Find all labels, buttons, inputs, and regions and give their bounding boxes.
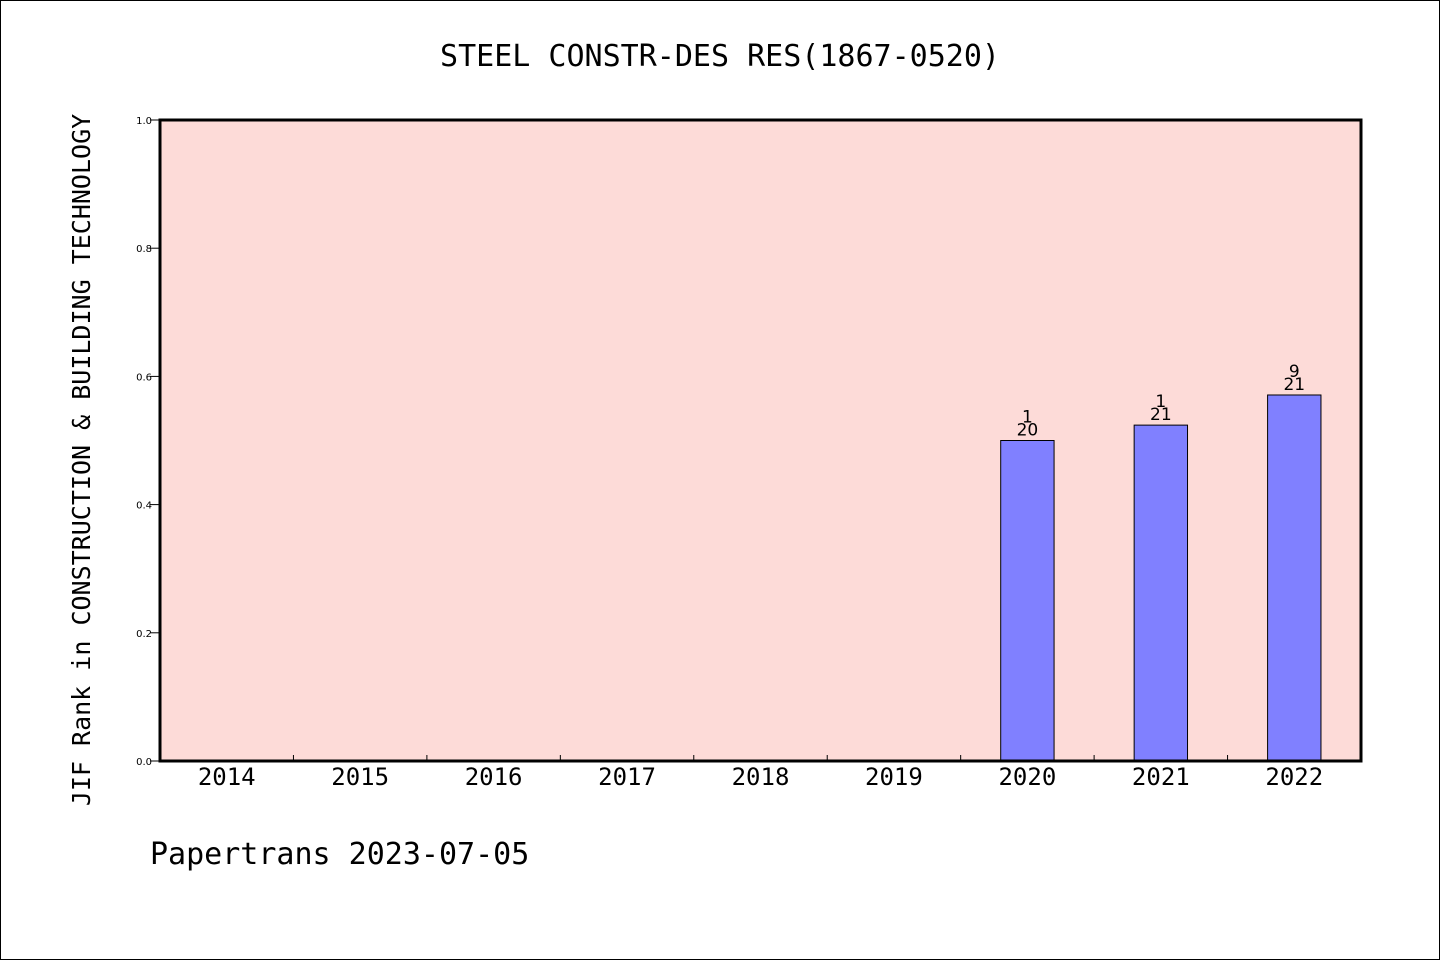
y-tick-label: 0.0 (136, 757, 152, 768)
bar (1000, 440, 1055, 762)
bar (1267, 394, 1322, 762)
x-axis-ticks: 2014 2015 2016 2017 2018 2019 2020 2021 2022 (198, 755, 1323, 791)
x-tick-label: 2021 (1132, 763, 1190, 791)
chart-title: STEEL CONSTR-DES RES(1867-0520) (440, 39, 1000, 74)
y-tick-label: 0.2 (136, 629, 152, 640)
bar-rank-label: 1 (1022, 408, 1033, 428)
plot-border (158, 118, 1363, 763)
y-axis-ticks: 0.0 0.2 0.4 0.6 0.8 1.0 (136, 116, 160, 768)
y-axis-label: JIF Rank in CONSTRUCTION & BUILDING TECH… (67, 114, 96, 806)
x-tick-label: 2017 (598, 763, 656, 791)
bar-total-label: 21 (1283, 375, 1305, 395)
y-tick-label: 0.4 (136, 501, 152, 512)
x-tick-label: 2016 (465, 763, 523, 791)
x-tick-label: 2019 (865, 763, 923, 791)
y-tick-label: 0.8 (136, 244, 152, 255)
bar-series (1000, 394, 1322, 762)
bar (1133, 424, 1189, 762)
x-tick-label: 2014 (198, 763, 256, 791)
bar-total-label: 20 (1017, 421, 1039, 441)
bar-total-label: 21 (1150, 405, 1172, 425)
x-tick-label: 2020 (998, 763, 1056, 791)
y-tick-label: 1.0 (136, 116, 152, 127)
x-tick-label: 2018 (732, 763, 790, 791)
footer-text: Papertrans 2023-07-05 (150, 837, 529, 872)
x-tick-label: 2015 (331, 763, 389, 791)
y-tick-label: 0.6 (136, 372, 152, 383)
bar-rank-label: 1 (1155, 392, 1166, 412)
bar-rank-label: 9 (1289, 362, 1300, 382)
x-tick-label: 2022 (1265, 763, 1323, 791)
